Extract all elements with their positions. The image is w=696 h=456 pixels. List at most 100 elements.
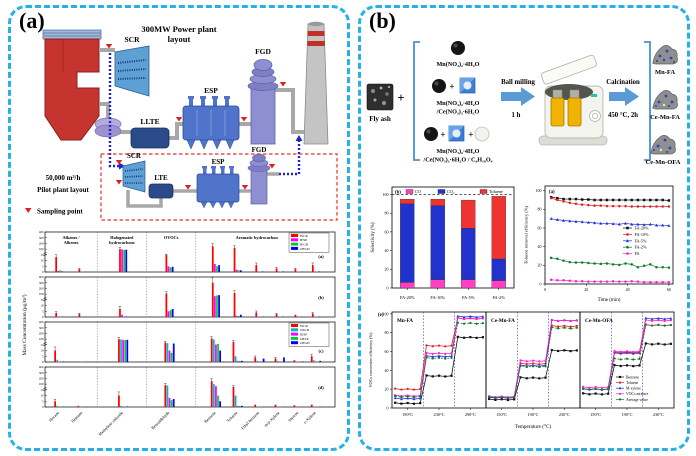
plus-main: + [397,90,404,105]
pilot-layout-label: Pilot plant layout [37,186,89,194]
product-ce-mn-ofa-label: Ce-Mn-OFA [646,159,681,166]
svg-text:Toluene removal efficiency (%): Toluene removal efficiency (%) [524,205,529,264]
svg-text:200: 200 [39,242,44,246]
svg-text:10: 10 [40,259,44,263]
svg-text:Temperature (°C): Temperature (°C) [515,423,552,430]
svg-text:100: 100 [536,188,542,193]
svg-text:Benzene: Benzene [203,410,217,424]
product-ce-mn-ofa-image [650,135,676,155]
svg-text:Ce-Mn-OFA: Ce-Mn-OFA [585,318,613,324]
svg-text:FA-10%: FA-10% [635,232,650,237]
svg-text:60: 60 [385,229,389,234]
svg-text:ISCR: ISCR [300,324,308,328]
svg-text:100: 100 [383,311,389,316]
llte-label: LLTE [140,117,159,126]
svg-text:190°C: 190°C [402,412,413,417]
svg-text:230°C: 230°C [433,412,444,417]
vocs-conversion-chart: (e) VOCs conversion efficiency (%) 0 20 40 60… [368,311,675,430]
svg-text:Ethyl benzene: Ethyl benzene [240,410,260,430]
svg-text:400: 400 [39,230,44,234]
svg-text:230°C: 230°C [559,412,570,417]
pilot-lte-label: LTE [154,174,168,182]
svg-text:FA-5%: FA-5% [635,238,648,243]
svg-text:Selectivity (%): Selectivity (%) [371,222,376,252]
synthesis-flow-diagram: Fly ash + Mn(NO₃)₂·4H₂O + Mn(NO₃)₂·4H₂O … [366,41,681,166]
svg-text:VOCs conversion efficiency (%): VOCs conversion efficiency (%) [368,332,373,388]
svg-text:Benzaldehyde: Benzaldehyde [150,410,170,430]
sampling-point-label: Sampling point [37,208,83,216]
svg-text:190°C: 190°C [621,412,632,417]
pilot-fgd-unit: FGD [247,146,271,205]
svg-text:15: 15 [40,343,44,347]
power-plant-diagram: 300MW Power plant layout [25,21,338,221]
svg-text:(c): (c) [318,349,324,354]
fgd-label: FGD [255,47,271,56]
svg-text:FA-10%: FA-10% [430,295,445,300]
selectivity-chart: 0 20 40 60 80 100 Selectivity (%) FA-20% FA-10% F… [371,186,515,300]
sampling-point-legend: Sampling point [25,208,83,216]
voc-concentration-chart: Mass Concentration (μg/m³)40030020010015… [21,230,336,437]
scr-unit: SCR [114,35,150,97]
fly-ash-image [366,83,394,111]
panel-a-label: (a) [19,8,45,33]
mix2-label-line1: Mn(NO₃)₂·4H₂O [436,100,479,107]
sampling-points-main [105,44,287,122]
svg-text:OVOCs: OVOCs [164,235,179,240]
ball-milling-label: Ball milling [501,79,535,86]
svg-text:Average value: Average value [626,398,648,402]
pilot-esp-label: ESP [212,158,226,166]
svg-text:0: 0 [42,405,44,409]
svg-text:(b): (b) [395,191,401,196]
svg-text:80: 80 [385,330,389,335]
svg-text:200: 200 [39,332,44,336]
product-mn-fa-label: Mn-FA [655,69,675,76]
svg-text:100: 100 [39,337,44,341]
calcination-arrow [609,87,639,106]
svg-text:Toluene: Toluene [489,189,503,194]
svg-text:5: 5 [42,309,44,313]
ball-milling-arrow [501,87,535,106]
svg-text:40: 40 [626,287,630,292]
mix2-label-line2: /Ce(NO₃)₃·6H₂O [436,109,480,116]
svg-text:80: 80 [538,207,542,212]
pilot-lte-unit: LTE [148,174,174,199]
svg-text:100: 100 [383,192,389,197]
svg-text:Ce-Mn-FA: Ce-Mn-FA [491,318,515,324]
panel-b: (b) Fly ash + Mn(NO₃)₂·4H₂O + [358,5,690,451]
svg-text:FA-20%: FA-20% [635,226,650,231]
mn-ce-organic-precursor-icons: + + [424,125,490,142]
mix3-label-line2: /Ce(NO₃)₃·6H₂O / C₆H₁₀O₄ [422,157,492,164]
plus-row3a: + [440,130,445,140]
svg-text:15: 15 [40,388,44,392]
svg-text:15: 15 [40,253,44,257]
svg-text:0: 0 [387,285,389,290]
scr-label: SCR [124,35,140,44]
svg-text:o-Xylene: o-Xylene [302,410,317,425]
svg-text:(e): (e) [378,313,384,318]
svg-text:Alkanes /: Alkanes / [63,235,81,240]
svg-text:40: 40 [385,368,389,373]
plus-row3b: + [468,130,473,140]
svg-text:Heptane: Heptane [70,410,84,424]
svg-text:100: 100 [39,382,44,386]
svg-text:150°C: 150°C [496,412,507,417]
svg-text:Aromatic hydrocarbon: Aromatic hydrocarbon [236,235,279,240]
svg-text:5: 5 [42,354,44,358]
pilot-flow-rate: 50,000 m³/h [46,174,81,182]
svg-text:Mass Concentration (μg/m³): Mass Concentration (μg/m³) [21,294,28,355]
svg-text:(d): (d) [318,385,324,390]
ball-mill-machine [538,54,608,146]
svg-text:20: 20 [538,263,542,268]
svg-text:OESP: OESP [300,337,309,341]
svg-text:300: 300 [39,236,44,240]
chimney-stack [303,21,329,145]
boiler [42,29,102,141]
svg-text:Styrene: Styrene [287,410,300,423]
left-bracket [413,41,420,161]
svg-text:5: 5 [42,264,44,268]
svg-text:(a): (a) [318,254,324,259]
bypass-arrowhead-1 [119,162,125,170]
svg-text:290°C: 290°C [465,412,476,417]
svg-text:10: 10 [40,394,44,398]
svg-text:190°C: 190°C [527,412,538,417]
